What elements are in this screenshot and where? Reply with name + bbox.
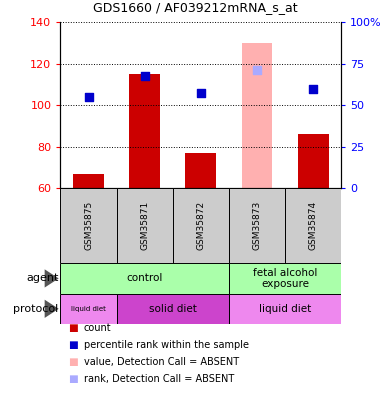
Point	[310, 85, 316, 92]
Text: solid diet: solid diet	[149, 304, 197, 314]
Text: GSM35874: GSM35874	[308, 201, 318, 250]
Polygon shape	[44, 269, 58, 288]
Text: agent: agent	[26, 273, 58, 283]
Text: ■: ■	[68, 374, 78, 384]
Text: fetal alcohol
exposure: fetal alcohol exposure	[253, 268, 317, 289]
Text: rank, Detection Call = ABSENT: rank, Detection Call = ABSENT	[84, 374, 234, 384]
Text: protocol: protocol	[13, 304, 58, 314]
Bar	[73, 174, 104, 188]
Bar	[285, 188, 341, 263]
Bar	[60, 294, 117, 324]
Polygon shape	[44, 300, 58, 318]
Bar	[60, 188, 117, 263]
Point	[85, 94, 92, 100]
Text: ■: ■	[68, 323, 78, 333]
Text: liquid diet: liquid diet	[71, 306, 106, 312]
Bar	[60, 263, 229, 294]
Text: liquid diet: liquid diet	[259, 304, 311, 314]
Text: GDS1660 / AF039212mRNA_s_at: GDS1660 / AF039212mRNA_s_at	[93, 1, 297, 14]
Text: control: control	[126, 273, 163, 283]
Text: GSM35872: GSM35872	[196, 201, 206, 250]
Point	[198, 90, 204, 96]
Point	[142, 73, 148, 79]
Bar	[298, 134, 329, 188]
Bar	[117, 188, 173, 263]
Text: GSM35871: GSM35871	[140, 201, 149, 250]
Bar	[117, 294, 229, 324]
Point	[254, 67, 260, 73]
Bar	[185, 153, 216, 188]
Text: percentile rank within the sample: percentile rank within the sample	[84, 340, 249, 350]
Bar	[229, 294, 341, 324]
Text: count: count	[84, 323, 112, 333]
Bar	[173, 188, 229, 263]
Text: value, Detection Call = ABSENT: value, Detection Call = ABSENT	[84, 357, 239, 367]
Bar	[241, 43, 273, 188]
Bar	[129, 74, 160, 188]
Text: GSM35875: GSM35875	[84, 201, 93, 250]
Text: ■: ■	[68, 340, 78, 350]
Bar	[229, 263, 341, 294]
Text: GSM35873: GSM35873	[252, 201, 262, 250]
Text: ■: ■	[68, 357, 78, 367]
Bar	[229, 188, 285, 263]
